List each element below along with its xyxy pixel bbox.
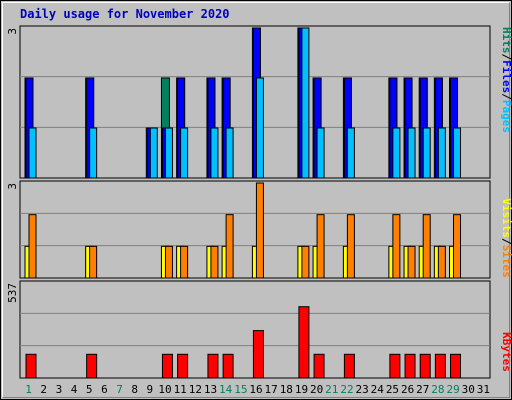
bar-kbytes-day-25 <box>389 353 401 379</box>
bar-sites-day-19 <box>301 245 310 279</box>
bar-pages-day-29 <box>453 127 462 179</box>
bar-kbytes-day-22 <box>343 353 355 379</box>
day-label-21: 21 <box>325 383 338 396</box>
bar-sites-day-10 <box>164 245 173 279</box>
day-label-8: 8 <box>131 383 138 396</box>
day-label-27: 27 <box>416 383 429 396</box>
day-label-14: 14 <box>219 383 233 396</box>
legend-hits-files-pages-part: / <box>500 54 512 61</box>
bar-sites-day-13 <box>210 245 219 279</box>
day-label-6: 6 <box>101 383 108 396</box>
bar-kbytes-day-26 <box>404 353 416 379</box>
bar-sites-day-25 <box>392 214 401 279</box>
bar-sites-day-27 <box>422 214 431 279</box>
legend-visits-sites-part: / <box>500 238 512 245</box>
legend-hits-files-pages-part: Hits <box>500 27 512 54</box>
day-label-31: 31 <box>477 383 490 396</box>
day-label-29: 29 <box>446 383 459 396</box>
bar-pages-day-1 <box>28 127 37 179</box>
bar-sites-day-28 <box>437 245 446 279</box>
bar-sites-day-11 <box>180 245 189 279</box>
bar-sites-day-29 <box>453 214 462 279</box>
day-label-10: 10 <box>158 383 171 396</box>
day-label-24: 24 <box>371 383 385 396</box>
ymax-label-top: 3 <box>6 28 19 35</box>
bar-pages-day-9 <box>149 127 158 179</box>
bar-kbytes-day-27 <box>419 353 431 379</box>
bar-kbytes-day-5 <box>86 353 98 379</box>
chart-title: Daily usage for November 2020 <box>20 7 230 21</box>
legend-hits-files-pages-part: Files <box>500 60 512 93</box>
bar-pages-day-14 <box>225 127 234 179</box>
day-label-15: 15 <box>234 383 247 396</box>
bar-pages-day-19 <box>301 27 310 179</box>
bar-pages-day-5 <box>89 127 98 179</box>
bar-pages-day-22 <box>346 127 355 179</box>
bar-sites-day-1 <box>28 214 37 279</box>
legend-kbytes-part: KBytes <box>500 332 512 372</box>
bar-kbytes-day-16 <box>252 330 264 379</box>
bar-sites-day-20 <box>316 214 325 279</box>
day-label-5: 5 <box>86 383 93 396</box>
bar-kbytes-day-14 <box>222 353 234 379</box>
day-label-3: 3 <box>56 383 63 396</box>
bar-kbytes-day-19 <box>298 306 310 379</box>
bar-kbytes-day-20 <box>313 353 325 379</box>
bar-sites-day-26 <box>407 245 416 279</box>
day-label-13: 13 <box>204 383 217 396</box>
bar-sites-day-16 <box>255 182 264 279</box>
day-label-28: 28 <box>431 383 444 396</box>
day-label-2: 2 <box>40 383 47 396</box>
bar-pages-day-27 <box>422 127 431 179</box>
bar-pages-day-16 <box>255 77 264 179</box>
bar-pages-day-11 <box>180 127 189 179</box>
legend-kbytes: KBytes <box>500 332 512 372</box>
legend-hits-files-pages-part: Pages <box>500 100 512 133</box>
legend-visits-sites-part: Sites <box>500 245 512 278</box>
ymax-label-bottom: 537 <box>6 283 19 303</box>
day-label-12: 12 <box>189 383 202 396</box>
bar-pages-day-13 <box>210 127 219 179</box>
day-label-23: 23 <box>356 383 369 396</box>
bar-pages-day-26 <box>407 127 416 179</box>
ymax-label-middle: 3 <box>6 183 19 190</box>
bar-pages-day-25 <box>392 127 401 179</box>
day-label-18: 18 <box>280 383 293 396</box>
legend-hits-files-pages-part: / <box>500 93 512 100</box>
bar-kbytes-day-29 <box>450 353 462 379</box>
day-label-4: 4 <box>71 383 78 396</box>
bar-pages-day-28 <box>437 127 446 179</box>
day-label-7: 7 <box>116 383 123 396</box>
day-label-1: 1 <box>25 383 32 396</box>
day-label-9: 9 <box>147 383 154 396</box>
legend-visits-sites: Visits/Sites <box>500 198 512 278</box>
bar-sites-day-5 <box>89 245 98 279</box>
day-label-22: 22 <box>340 383 353 396</box>
bar-kbytes-day-28 <box>434 353 446 379</box>
day-label-11: 11 <box>174 383 187 396</box>
bar-pages-day-10 <box>164 127 173 179</box>
day-label-20: 20 <box>310 383 323 396</box>
bar-sites-day-14 <box>225 214 234 279</box>
day-label-17: 17 <box>265 383 278 396</box>
day-label-30: 30 <box>462 383 475 396</box>
day-label-16: 16 <box>249 383 262 396</box>
bar-kbytes-day-10 <box>161 353 173 379</box>
bar-kbytes-day-13 <box>207 353 219 379</box>
legend-hits-files-pages: Hits/Files/Pages <box>500 27 512 133</box>
day-label-25: 25 <box>386 383 399 396</box>
legend-visits-sites-part: Visits <box>500 198 512 238</box>
day-label-26: 26 <box>401 383 414 396</box>
bar-kbytes-day-11 <box>177 353 189 379</box>
bar-pages-day-20 <box>316 127 325 179</box>
bar-kbytes-day-1 <box>25 353 37 379</box>
bar-sites-day-22 <box>346 214 355 279</box>
day-label-19: 19 <box>295 383 308 396</box>
